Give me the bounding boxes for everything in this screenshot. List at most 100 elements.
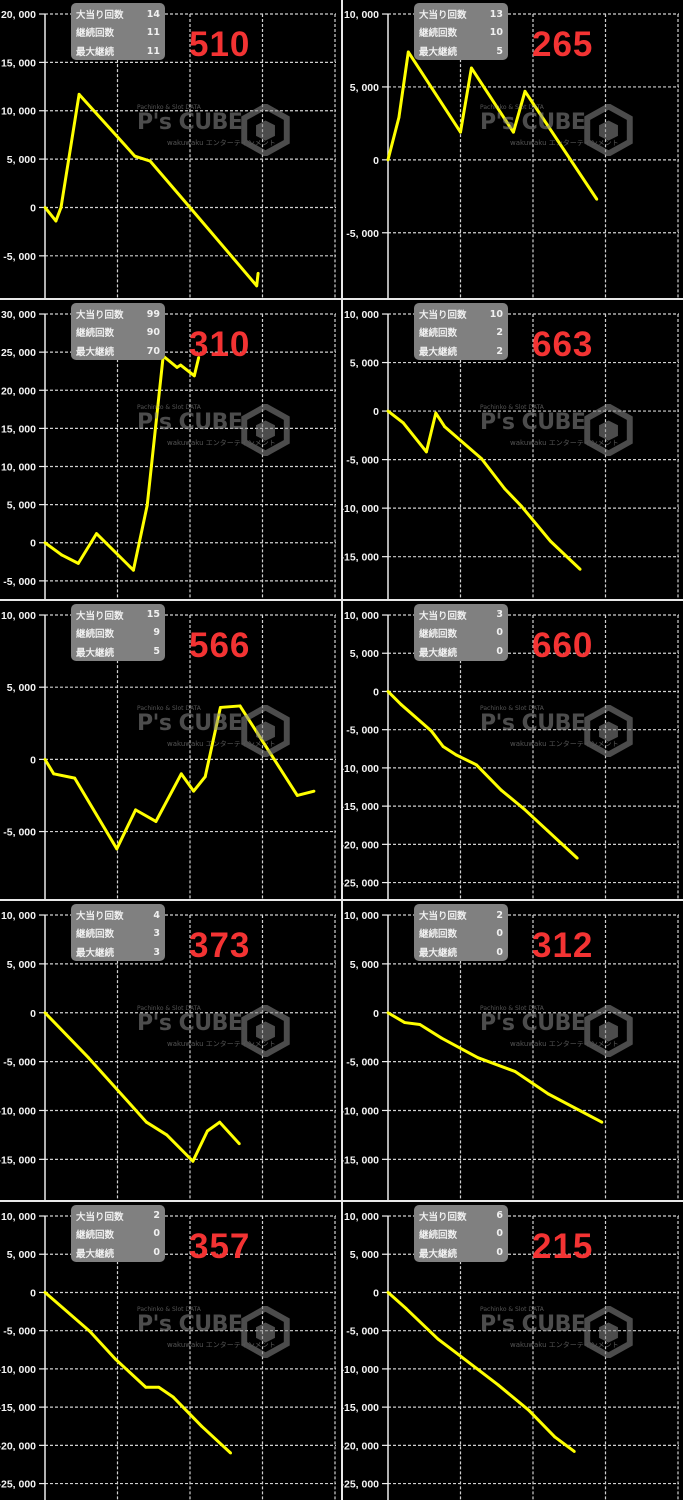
data-point — [203, 775, 207, 778]
stat-value: 11 — [146, 45, 160, 57]
stat-continuation-count: 継続回数 2 — [419, 325, 503, 340]
stat-label: 継続回数 — [419, 1229, 458, 1241]
stat-value: 3 — [496, 609, 503, 621]
stat-continuation-count: 継続回数 11 — [76, 25, 160, 40]
line-chart: 10, 000 5, 000 0 -5, 000 — [1, 610, 336, 900]
data-point — [43, 1290, 47, 1294]
line-chart: 10, 000 5, 000 0 -5, 000 -10, 000 -15, 000 — [343, 910, 679, 1200]
stat-label: 大当り回数 — [419, 10, 467, 21]
stat-value: 11 — [146, 26, 160, 38]
stat-value: 0 — [496, 1228, 503, 1240]
data-point — [154, 819, 158, 823]
data-point — [52, 772, 56, 776]
line-chart: 30, 000 25, 000 20, 000 15, 000 10, 000 5, 00… — [1, 309, 336, 599]
y-tick-label: -5, 000 — [346, 455, 379, 467]
stat-continuation-count: 継続回数 90 — [76, 325, 160, 340]
machine-number: 510 — [189, 25, 251, 64]
data-point — [77, 92, 81, 96]
stat-value: 9 — [153, 627, 160, 639]
data-point — [418, 1023, 422, 1027]
stat-label: 最大継続 — [419, 347, 458, 359]
data-point — [255, 284, 259, 288]
y-tick-label: 5, 000 — [7, 154, 36, 166]
stat-label: 大当り回数 — [76, 1211, 124, 1223]
stat-label: 最大継続 — [419, 1248, 458, 1260]
stat-label: 大当り回数 — [76, 610, 124, 622]
y-tick-label: -10, 000 — [0, 1106, 36, 1118]
stat-max-continuation: 最大継続 0 — [419, 945, 503, 960]
stat-value: 0 — [496, 927, 503, 939]
data-point — [499, 788, 503, 792]
data-point — [469, 66, 473, 70]
data-point — [206, 1129, 209, 1133]
y-tick-label: 10, 000 — [1, 106, 36, 118]
data-point — [401, 421, 405, 425]
data-point — [113, 1357, 117, 1360]
data-point — [295, 793, 299, 797]
stat-value: 5 — [153, 646, 160, 658]
stat-continuation-count: 継続回数 9 — [76, 626, 160, 640]
stat-value: 2 — [496, 345, 503, 357]
stat-value: 10 — [489, 26, 503, 38]
stat-continuation-count: 継続回数 10 — [419, 25, 503, 40]
stat-value: 6 — [496, 1210, 503, 1222]
y-tick-label: -5, 000 — [346, 228, 379, 240]
stat-label: 継続回数 — [76, 328, 115, 340]
data-point — [425, 450, 428, 454]
data-point — [115, 847, 119, 851]
data-point — [60, 553, 64, 557]
y-tick-label: -5, 000 — [346, 1325, 379, 1337]
stat-value: 2 — [496, 909, 503, 921]
stat-label: 大当り回数 — [419, 310, 467, 322]
chart-panel: 10, 000 5, 000 0 -5, 000 Pachinko & Slot DA… — [343, 0, 683, 299]
stat-label: 継続回数 — [76, 28, 115, 39]
y-tick-label: 0 — [373, 1008, 379, 1020]
stat-continuation-count: 継続回数 0 — [419, 626, 503, 640]
stat-value: 15 — [146, 609, 160, 621]
data-point — [192, 374, 196, 378]
stat-jackpot-count: 大当り回数 10 — [419, 307, 503, 322]
y-tick-label: -15, 000 — [0, 1402, 36, 1414]
y-tick-label: 0 — [30, 1287, 36, 1299]
machine-number: 265 — [532, 25, 594, 64]
y-tick-label: -5, 000 — [3, 826, 36, 838]
stats-box: 大当り回数 15 継続回数 9 最大継続 5 — [71, 603, 165, 661]
y-tick-label: -15, 000 — [343, 552, 379, 564]
stat-label: 最大継続 — [419, 948, 458, 960]
stat-label: 継続回数 — [419, 328, 458, 340]
balance-line — [387, 1011, 603, 1124]
stat-continuation-count: 継続回数 0 — [419, 926, 503, 941]
y-tick-label: -15, 000 — [343, 801, 379, 813]
data-point — [191, 1160, 195, 1163]
stat-label: 大当り回数 — [76, 10, 124, 21]
balance-line — [43, 1011, 241, 1163]
y-tick-label: 10, 000 — [1, 610, 36, 622]
stat-label: 継続回数 — [419, 28, 458, 39]
stat-value: 3 — [153, 927, 160, 939]
balance-line — [387, 1290, 576, 1453]
y-tick-label: -20, 000 — [0, 1440, 36, 1452]
data-point — [512, 130, 515, 134]
data-point — [480, 457, 483, 461]
stat-value: 2 — [496, 326, 503, 338]
data-point — [87, 1056, 90, 1060]
data-point — [430, 729, 433, 733]
data-point — [475, 763, 478, 767]
data-point — [192, 789, 196, 793]
data-point — [165, 1133, 169, 1137]
y-tick-label: -5, 000 — [346, 724, 379, 736]
stat-value: 0 — [496, 646, 503, 658]
machine-number: 373 — [189, 926, 251, 966]
data-point — [54, 219, 58, 223]
data-point — [219, 705, 222, 709]
stat-label: 継続回数 — [76, 929, 115, 941]
data-point — [454, 753, 458, 757]
y-tick-label: 20, 000 — [1, 386, 36, 398]
stats-box: 大当り回数 14 継続回数 11 最大継続 11 — [71, 3, 165, 60]
stat-jackpot-count: 大当り回数 13 — [419, 7, 503, 22]
stat-label: 大当り回数 — [76, 310, 124, 322]
y-tick-label: 0 — [373, 1287, 379, 1299]
stat-max-continuation: 最大継続 2 — [419, 344, 503, 359]
stat-value: 90 — [146, 326, 160, 338]
stat-jackpot-count: 大当り回数 2 — [419, 908, 503, 923]
